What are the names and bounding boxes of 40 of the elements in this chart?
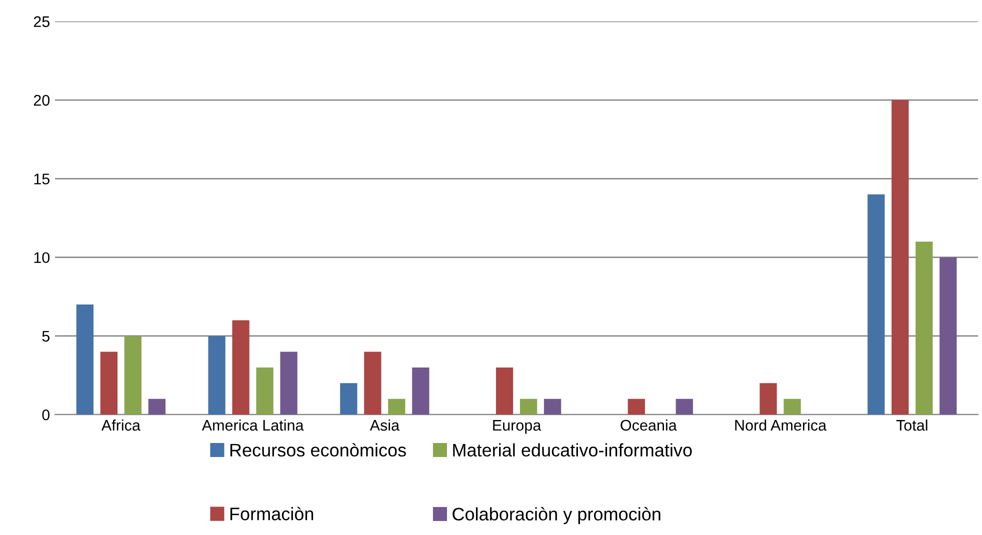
y-tick-label: 20 [34, 94, 50, 106]
x-tick-label: America Latina [202, 419, 304, 431]
bar [496, 367, 514, 415]
bar [520, 398, 538, 415]
bar [544, 398, 562, 415]
bar [940, 257, 957, 415]
x-tick-label: Europa [493, 420, 542, 434]
legend-label: Formaciòn [230, 506, 314, 520]
x-tick-label: Asia [370, 419, 400, 431]
bar [208, 336, 226, 415]
bar [412, 367, 430, 415]
bar [124, 336, 142, 415]
bar [760, 383, 777, 415]
x-tick-label: Total [896, 419, 928, 431]
y-tick-label: 25 [34, 16, 50, 28]
bar [916, 242, 933, 415]
bar [232, 320, 250, 415]
x-tick-label: Oceania [620, 419, 677, 431]
x-tick-label: Africa [101, 419, 140, 431]
bar [784, 398, 801, 415]
y-tick-label: 5 [42, 331, 50, 342]
y-tick-label: 15 [34, 174, 50, 184]
legend-label: Colaboraciòn y promociòn [452, 507, 660, 524]
bar [388, 398, 406, 415]
bar [628, 398, 645, 415]
legend-label: Material educativo-informativo [453, 443, 692, 457]
x-tick-label: Nord America [735, 419, 827, 431]
bar [100, 352, 118, 415]
bar [892, 100, 909, 415]
y-tick-label: 10 [34, 252, 50, 264]
bar [676, 398, 693, 415]
bar [868, 194, 885, 415]
bar [76, 304, 94, 415]
bar [340, 383, 358, 415]
bar [256, 367, 274, 415]
legend-label: Recursos econòmicos [230, 443, 406, 457]
bar [280, 352, 298, 415]
y-tick-label: 0 [42, 409, 50, 420]
bar [364, 352, 382, 415]
bar [148, 398, 166, 415]
